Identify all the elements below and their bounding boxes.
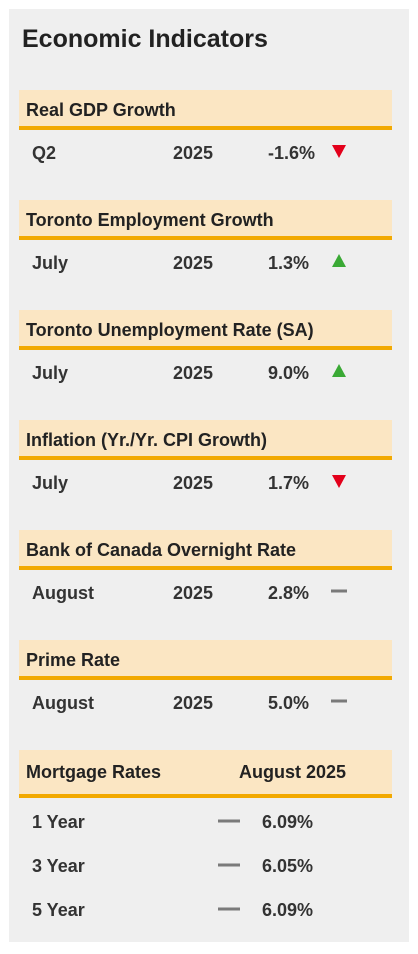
period: August xyxy=(32,693,94,713)
year: 2025 xyxy=(173,693,214,713)
mortgage-row: 3 Year 6.05% xyxy=(19,844,392,888)
mortgage-term: 5 Year xyxy=(32,900,85,920)
section-header: Toronto Employment Growth xyxy=(19,200,392,240)
trend-flat-icon xyxy=(331,699,347,703)
section-label: Inflation (Yr./Yr. CPI Growth) xyxy=(26,430,268,450)
year: 2025 xyxy=(173,473,214,493)
indicator-row: July 2025 1.7% xyxy=(19,460,392,506)
trend-up-icon xyxy=(332,364,346,377)
mortgage-term: 3 Year xyxy=(32,856,85,876)
section-header: Inflation (Yr./Yr. CPI Growth) xyxy=(19,420,392,460)
mortgage-row: 1 Year 6.09% xyxy=(19,800,392,844)
indicator-overnight-rate: Bank of Canada Overnight Rate August 202… xyxy=(19,530,392,616)
indicator-unemployment: Toronto Unemployment Rate (SA) July 2025… xyxy=(19,310,392,396)
section-label: Toronto Employment Growth xyxy=(26,210,274,230)
indicator-row: Q2 2025 -1.6% xyxy=(19,130,392,176)
mortgage-term: 1 Year xyxy=(32,812,85,832)
period: Q2 xyxy=(32,143,57,163)
section-label: Mortgage Rates xyxy=(26,762,162,782)
period: August xyxy=(32,583,94,603)
year: 2025 xyxy=(173,253,214,273)
period: July xyxy=(32,253,69,273)
trend-flat-icon xyxy=(218,819,240,823)
period: July xyxy=(32,473,69,493)
value: 2.8% xyxy=(268,583,310,603)
mortgage-rate: 6.09% xyxy=(262,812,314,832)
mortgage-rate: 6.05% xyxy=(262,856,314,876)
value: 9.0% xyxy=(268,363,310,383)
indicator-prime-rate: Prime Rate August 2025 5.0% xyxy=(19,640,392,726)
indicator-employment: Toronto Employment Growth July 2025 1.3% xyxy=(19,200,392,286)
section-label: Real GDP Growth xyxy=(26,100,176,120)
period: July xyxy=(32,363,69,383)
section-label: Bank of Canada Overnight Rate xyxy=(26,540,297,560)
value: -1.6% xyxy=(268,143,316,163)
trend-up-icon xyxy=(332,254,346,267)
indicator-row: August 2025 5.0% xyxy=(19,680,392,726)
section-header: Toronto Unemployment Rate (SA) xyxy=(19,310,392,350)
indicator-inflation: Inflation (Yr./Yr. CPI Growth) July 2025… xyxy=(19,420,392,506)
year: 2025 xyxy=(173,583,214,603)
section-header: Prime Rate xyxy=(19,640,392,680)
section-header: Real GDP Growth xyxy=(19,90,392,130)
value: 1.3% xyxy=(268,253,310,273)
indicator-row: August 2025 2.8% xyxy=(19,570,392,616)
trend-flat-icon xyxy=(218,907,240,911)
section-header: Bank of Canada Overnight Rate xyxy=(19,530,392,570)
indicator-gdp: Real GDP Growth Q2 2025 -1.6% xyxy=(19,90,392,176)
indicator-row: July 2025 1.3% xyxy=(19,240,392,286)
trend-flat-icon xyxy=(218,863,240,867)
section-header: Mortgage Rates August 2025 xyxy=(19,750,392,798)
year: 2025 xyxy=(173,363,214,383)
section-label: Prime Rate xyxy=(26,650,121,670)
year: 2025 xyxy=(173,143,214,163)
value: 5.0% xyxy=(268,693,310,713)
trend-down-icon xyxy=(332,145,346,158)
mortgage-rate: 6.09% xyxy=(262,900,314,920)
value: 1.7% xyxy=(268,473,310,493)
mortgage-row: 5 Year 6.09% xyxy=(19,888,392,932)
mortgage-rates: Mortgage Rates August 2025 1 Year 6.09% … xyxy=(19,750,392,932)
mortgage-date: August 2025 xyxy=(239,762,347,782)
trend-flat-icon xyxy=(331,589,347,593)
indicator-row: July 2025 9.0% xyxy=(19,350,392,396)
trend-down-icon xyxy=(332,475,346,488)
section-label: Toronto Unemployment Rate (SA) xyxy=(26,320,314,340)
page-title: Economic Indicators xyxy=(22,25,268,53)
